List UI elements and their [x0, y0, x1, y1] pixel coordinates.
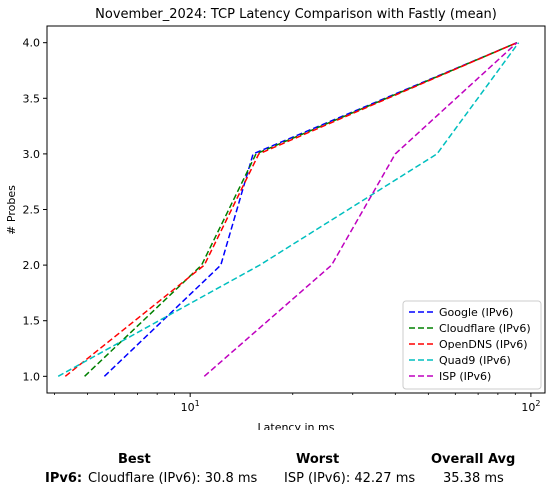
- series-line: [203, 42, 518, 377]
- plot-area: 1.0 1.5 2.0 2.5 3.0 3.5 4.0 101 102 Google (IPv6)…: [23, 25, 546, 414]
- worst-value: ISP (IPv6): 42.27 ms: [284, 471, 416, 486]
- legend-label: Google (IPv6): [439, 306, 513, 319]
- legend-label: Quad9 (IPv6): [439, 354, 511, 367]
- y-axis-label: # Probes: [5, 185, 18, 235]
- legend-box: [402, 300, 542, 390]
- x-tick-label: 102: [521, 399, 540, 414]
- overall-avg-value: 35.38 ms: [443, 471, 504, 486]
- legend-label: ISP (IPv6): [439, 370, 491, 383]
- y-tick-label: 3.0: [23, 148, 41, 161]
- legend: Google (IPv6) Cloudflare (IPv6) OpenDNS (I…: [402, 300, 542, 390]
- worst-header: Worst: [296, 452, 340, 467]
- y-tick-label: 1.5: [23, 315, 41, 328]
- y-tick-label: 3.5: [23, 92, 41, 105]
- legend-label: Cloudflare (IPv6): [439, 322, 531, 335]
- y-tick-label: 2.0: [23, 259, 41, 272]
- best-header: Best: [118, 452, 151, 467]
- y-tick-label: 2.5: [23, 204, 41, 217]
- best-value: Cloudflare (IPv6): 30.8 ms: [88, 471, 258, 486]
- series-line: [64, 42, 518, 377]
- series-line: [57, 42, 520, 377]
- y-tick-label: 4.0: [23, 37, 41, 50]
- latency-chart: November_2024: TCP Latency Comparison wi…: [5, 7, 546, 430]
- overall-avg-header: Overall Avg: [431, 452, 516, 467]
- x-tick-label: 101: [181, 399, 200, 414]
- legend-label: OpenDNS (IPv6): [439, 338, 528, 351]
- y-tick-label: 1.0: [23, 370, 41, 383]
- x-axis-label: Latency in ms: [258, 421, 335, 430]
- chart-title: November_2024: TCP Latency Comparison wi…: [95, 7, 497, 22]
- ipv6-row-label: IPv6:: [45, 471, 83, 486]
